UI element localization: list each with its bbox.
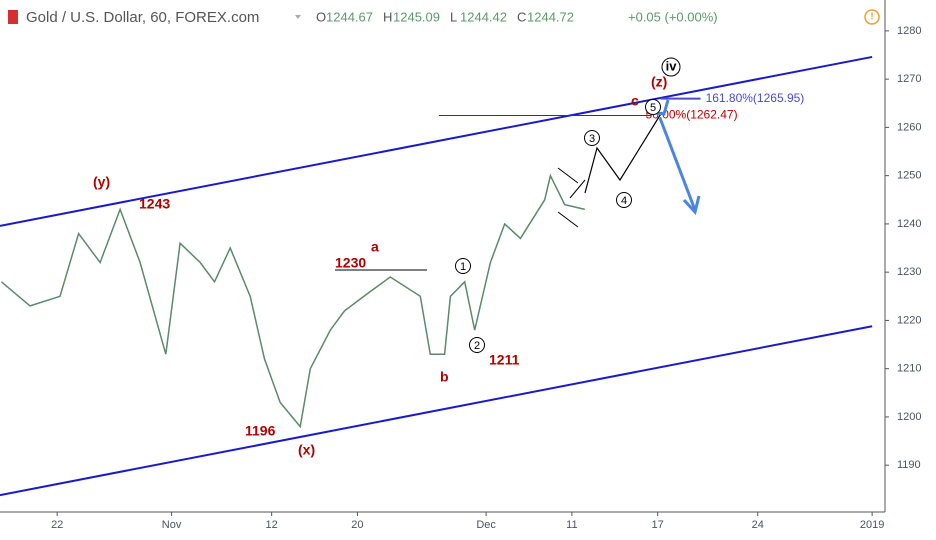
y-tick-label: 1280 — [897, 25, 921, 37]
price-label: 1230 — [335, 255, 366, 271]
price-line — [0, 173, 585, 429]
alert-icon[interactable] — [864, 9, 880, 25]
wave-circle — [661, 57, 681, 77]
fib-label: 50.00%(1262.47) — [646, 108, 738, 122]
wave-number: 1 — [460, 261, 466, 273]
y-tick-label: 1230 — [897, 266, 921, 278]
wave-circle — [455, 258, 471, 274]
x-tick-label: Dec — [476, 519, 496, 531]
x-tick-label: 17 — [652, 519, 664, 531]
change: +0.05 (+0.00%) — [628, 9, 718, 24]
wave-circle — [616, 192, 632, 208]
ohlc-value: 1244.72 — [527, 9, 574, 24]
wave-label: c — [631, 93, 639, 109]
dropdown-icon[interactable] — [295, 15, 301, 19]
wedge-line — [569, 179, 586, 199]
ohlc-label: L — [450, 9, 457, 24]
arrow-head — [682, 195, 701, 216]
wave-label: b — [440, 369, 449, 385]
wave-number: 3 — [589, 133, 595, 145]
x-tick-label: Nov — [162, 519, 182, 531]
x-tick-label: 20 — [351, 519, 363, 531]
wedge-line — [557, 167, 579, 184]
ohlc-label: C — [517, 9, 526, 24]
price-label: 1243 — [139, 196, 170, 212]
wave-circle — [584, 130, 600, 146]
x-tick-label: 22 — [51, 519, 63, 531]
ohlc-label: O — [316, 9, 326, 24]
symbol-title[interactable]: Gold / U.S. Dollar, 60, FOREX.com — [26, 9, 259, 26]
channel-line — [0, 325, 873, 497]
fib-label: 161.80%(1265.95) — [706, 91, 805, 105]
ohlc-label: H — [383, 9, 392, 24]
projection-path — [584, 111, 663, 194]
y-tick-label: 1240 — [897, 218, 921, 230]
y-tick-label: 1260 — [897, 121, 921, 133]
x-tick-label: 12 — [266, 519, 278, 531]
wave-label: (y) — [93, 174, 110, 190]
arrow-down — [658, 117, 697, 211]
wave-label: a — [371, 239, 379, 255]
wave-number: 2 — [474, 340, 480, 352]
channel-line — [0, 55, 873, 227]
x-tick-label: 24 — [752, 519, 764, 531]
y-tick-label: 1250 — [897, 170, 921, 182]
y-tick-label: 1220 — [897, 314, 921, 326]
wave-label: iv — [666, 58, 678, 73]
price-label: 1196 — [245, 423, 276, 439]
y-tick-label: 1270 — [897, 73, 921, 85]
y-tick-label: 1200 — [897, 411, 921, 423]
wedge-line — [557, 211, 579, 228]
y-tick-label: 1210 — [897, 363, 921, 375]
x-tick-label: 11 — [566, 519, 577, 531]
ohlc-value: 1244.42 — [460, 9, 507, 24]
wave-circle — [469, 337, 485, 353]
symbol-icon[interactable] — [8, 10, 18, 24]
wave-number: 5 — [650, 102, 656, 114]
x-tick-label: 2019 — [860, 519, 884, 531]
wave-number: 4 — [621, 195, 627, 207]
wave-label: (x) — [298, 442, 315, 458]
ohlc-value: 1245.09 — [393, 9, 440, 24]
wave-label: (z) — [651, 74, 667, 90]
alert-mark[interactable]: ! — [870, 12, 873, 23]
wave-circle — [645, 99, 661, 115]
y-tick-label: 1190 — [897, 459, 921, 471]
price-label: 1211 — [489, 352, 520, 368]
ohlc-value: 1244.67 — [326, 9, 373, 24]
